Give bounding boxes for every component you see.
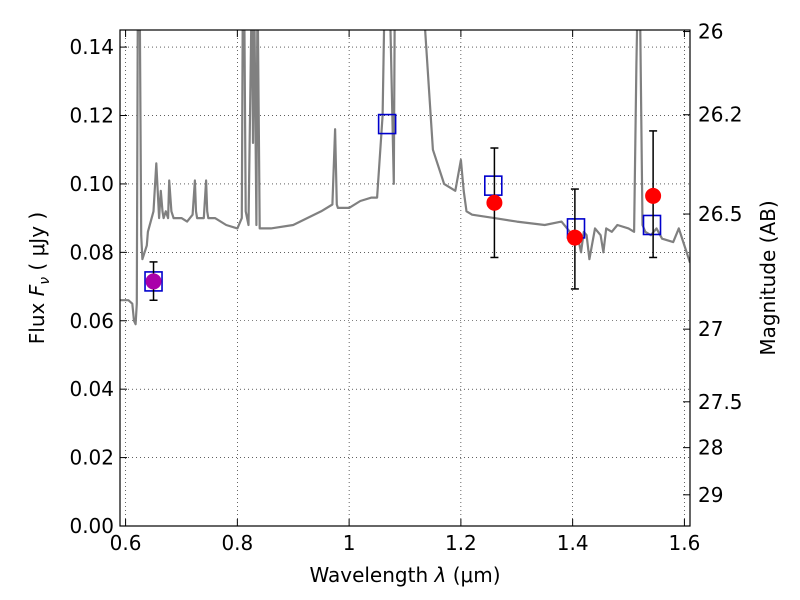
x-axis-label: Wavelength λ (μm) bbox=[309, 563, 500, 587]
plot-frame bbox=[119, 29, 691, 527]
x-tick-label: 1.4 bbox=[557, 531, 589, 555]
axis-ticks: 0.6 0.8 1 1.2 1.4 1.6 0.00 0.02 0.04 0.06 0.08 0.10… bbox=[69, 20, 742, 555]
plot-data bbox=[120, 30, 690, 326]
model-photometry-square bbox=[642, 214, 662, 236]
y-tick-label: 0.12 bbox=[69, 104, 114, 128]
observed-point bbox=[566, 229, 583, 246]
spectrum-line bbox=[120, 30, 690, 326]
y-tick-label: 0.08 bbox=[69, 240, 114, 264]
right-tick-label: 26.2 bbox=[698, 103, 743, 127]
y-tick-label: 0.14 bbox=[69, 35, 114, 59]
x-tick-label: 0.8 bbox=[221, 531, 253, 555]
y-tick-label: 0.04 bbox=[69, 377, 114, 401]
y-tick-label: 0.02 bbox=[69, 446, 114, 470]
observed-point bbox=[645, 187, 662, 204]
model-photometry-square bbox=[377, 113, 397, 135]
x-tick-label: 0.6 bbox=[110, 531, 142, 555]
right-tick-label: 27 bbox=[698, 317, 723, 341]
x-tick-label: 1.2 bbox=[445, 531, 477, 555]
right-tick-label: 27.5 bbox=[698, 390, 743, 414]
y-tick-label: 0.06 bbox=[69, 309, 114, 333]
right-axis-label: Magnitude (AB) bbox=[756, 200, 780, 355]
right-tick-label: 26.5 bbox=[698, 202, 743, 226]
y-tick-label: 0.10 bbox=[69, 172, 114, 196]
right-tick-label: 26 bbox=[698, 20, 723, 44]
right-tick-label: 29 bbox=[698, 483, 723, 507]
x-tick-label: 1.6 bbox=[669, 531, 701, 555]
y-axis-label: Flux Fν ( μJy ) bbox=[25, 212, 53, 344]
x-tick-label: 1 bbox=[343, 531, 356, 555]
observed-point bbox=[486, 194, 503, 211]
y-tick-label: 0.00 bbox=[69, 514, 114, 538]
right-tick-label: 28 bbox=[698, 436, 723, 460]
observed-point bbox=[145, 273, 162, 290]
